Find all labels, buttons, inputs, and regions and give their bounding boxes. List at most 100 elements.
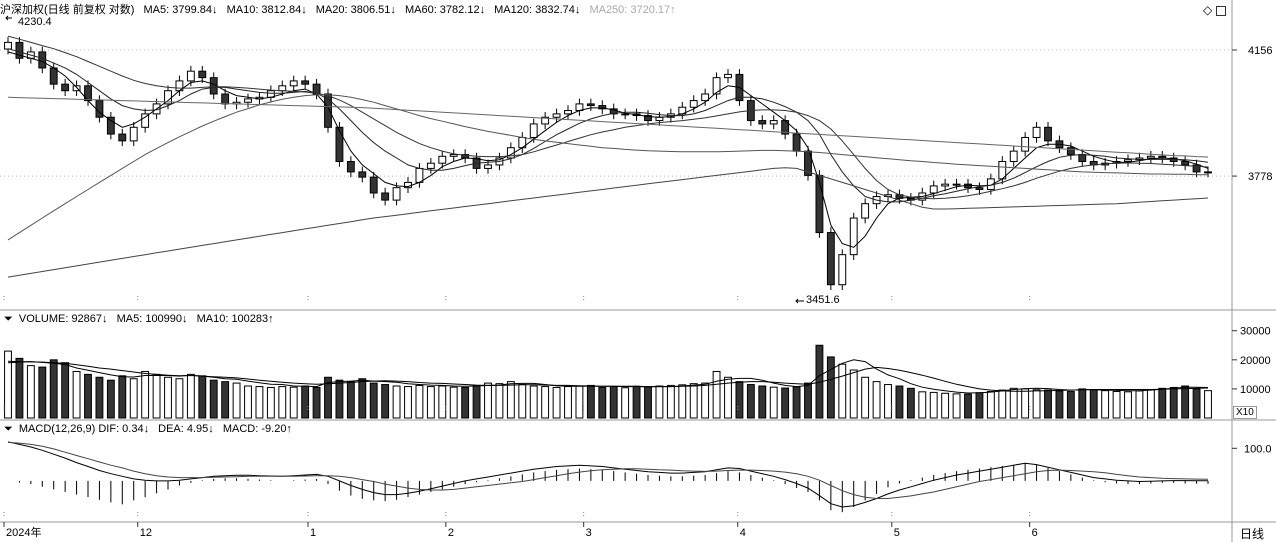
candle [1021,136,1030,152]
candle [769,120,778,125]
candle [244,98,252,103]
volume-bar [72,370,81,419]
volume-bar [449,386,458,419]
volume-bar [141,370,150,419]
volume-bar [975,392,984,419]
legend-vol-ma10: MA10: 100283↑ [196,313,274,325]
volume-bar [484,382,492,419]
candle [701,93,710,102]
volume-bar [209,379,218,419]
candle [449,154,458,157]
x-tick-label: 2024年 [6,525,41,539]
volume-bar [998,389,1007,419]
macd-line-dea [7,441,1209,499]
volume-bar [221,381,230,419]
volume-bar [838,363,847,419]
volume-bar [335,379,344,419]
volume-bar [1066,391,1075,419]
volume-legend: ⏷ VOLUME: 92867↓ MA5: 100990↓ MA10: 1002… [4,311,280,327]
candle [826,232,835,286]
candle [552,113,561,118]
candle [346,160,355,173]
y-tick-label: 3778 [1248,171,1272,183]
candle [598,105,607,110]
volume-bar [918,391,927,419]
candle [61,83,70,92]
volume-bar [472,385,481,419]
candle [221,93,230,105]
volume-bar [575,385,584,419]
volume-bar [849,369,858,419]
price-panel: 4156 3778 [0,15,1272,304]
collapse-icon[interactable]: ⏷ [4,313,13,325]
legend-macd-params: MACD(12,26,9) DIF: 0.34↓ [18,423,150,435]
volume-bar [552,386,561,419]
volume-bar [118,375,127,419]
volume-bar [301,385,310,419]
candle [929,185,938,194]
volume-bar [152,373,161,419]
candle [301,80,310,85]
candle [849,217,858,256]
volume-bar [1158,387,1167,419]
vol-ma-line-ma10 [7,360,1209,392]
candle [186,70,195,82]
volume-bar [769,386,778,419]
volume-bar [929,391,938,419]
volume-bar [1135,390,1144,419]
volume-bar [186,373,195,419]
volume-bar [1204,390,1212,419]
volume-bar [438,385,447,419]
volume-bar [461,386,470,419]
settings-box-icon[interactable] [1216,6,1226,16]
candle [655,116,664,122]
volume-bar [278,386,287,419]
volume-bar [289,386,298,419]
volume-bar [861,376,870,419]
candle [1066,147,1075,156]
volume-bar [26,365,35,419]
volume-bar [232,382,241,419]
volume-bar [906,387,915,419]
volume-bar [392,385,401,419]
volume-bar [84,373,92,419]
volume-bar [1112,391,1121,419]
volume-bar [381,384,390,419]
diamond-icon[interactable]: ◇ [1203,3,1213,17]
ma-line-ma5 [7,51,1209,248]
volume-panel: 30000 20000 10000 [4,326,1271,419]
collapse-icon[interactable]: ⏷ [4,423,13,435]
volume-bar [1009,387,1018,419]
candle [621,113,630,116]
low-annotation: 3451.6 [806,294,840,306]
macd-panel: 100.0 [7,441,1272,513]
candle [644,115,652,122]
candle [689,100,698,108]
legend-dea: DEA: 4.95↓ [158,423,214,435]
volume-bar [666,384,675,419]
volume-bar [495,383,504,419]
volume-bar [621,387,630,419]
volume-bar [38,366,47,419]
axes: 2024年 12 1 2 3 4 5 6 [3,294,1038,539]
candle [438,155,447,164]
volume-bar [4,350,12,419]
volume-bar [1089,389,1098,419]
volume-bar [609,386,618,419]
volume-bar [1044,389,1052,419]
period-label[interactable]: 日线 [1240,527,1265,541]
volume-bar [346,381,355,419]
volume-bar [564,386,572,419]
volume-bar [358,378,367,419]
candle [358,171,367,178]
x-tick-label: 12 [140,527,152,539]
volume-bar [712,370,721,419]
candle [1204,171,1212,174]
macd-legend: ⏷ MACD(12,26,9) DIF: 0.34↓ DEA: 4.95↓ MA… [4,421,298,437]
volume-bar [689,383,698,419]
candle [712,77,721,95]
volume-bar [1101,390,1110,419]
x-tick-label: 1 [310,527,316,539]
